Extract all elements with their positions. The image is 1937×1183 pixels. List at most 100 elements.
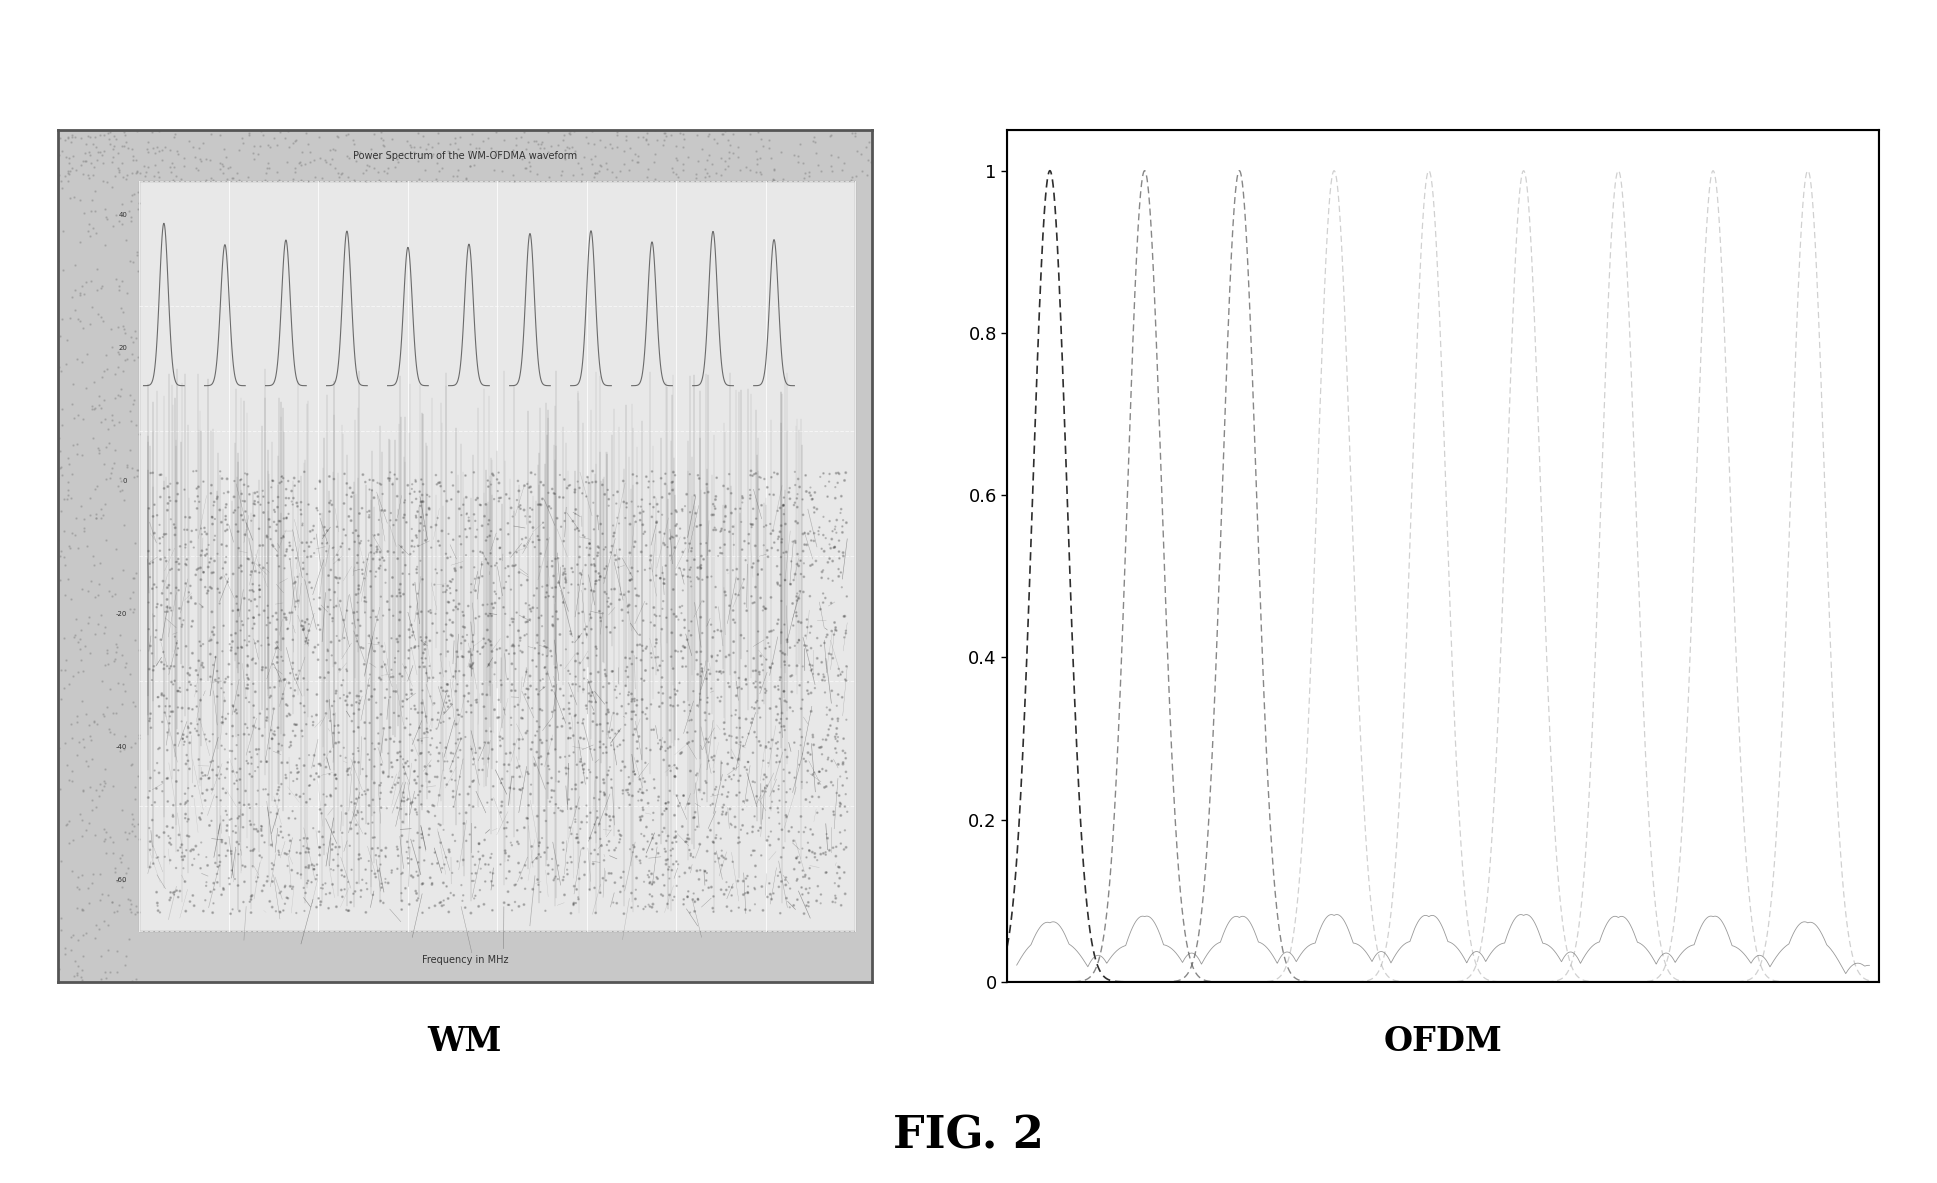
Point bbox=[606, 826, 637, 845]
Point bbox=[353, 155, 384, 174]
Point bbox=[657, 891, 688, 910]
Point bbox=[267, 526, 298, 545]
Point bbox=[354, 577, 385, 596]
Point bbox=[180, 681, 211, 700]
Point bbox=[320, 568, 351, 587]
Point bbox=[409, 635, 440, 654]
Point bbox=[395, 135, 426, 154]
Point bbox=[486, 671, 517, 690]
Point bbox=[639, 121, 670, 140]
Point bbox=[327, 685, 358, 704]
Point bbox=[428, 855, 459, 874]
Point bbox=[531, 530, 562, 549]
Point bbox=[755, 885, 786, 904]
Point bbox=[118, 602, 149, 621]
Point bbox=[447, 618, 478, 636]
Point bbox=[436, 463, 467, 481]
Point bbox=[682, 890, 713, 909]
Point bbox=[829, 154, 860, 173]
Point bbox=[515, 666, 546, 685]
Point bbox=[484, 489, 515, 508]
Point bbox=[411, 719, 442, 738]
Point bbox=[93, 130, 124, 149]
Point bbox=[738, 817, 769, 836]
Point bbox=[395, 849, 426, 868]
Point bbox=[444, 595, 475, 614]
Point bbox=[331, 804, 362, 823]
Point bbox=[221, 645, 252, 664]
Point bbox=[740, 894, 771, 913]
Point bbox=[566, 750, 597, 769]
Point bbox=[568, 763, 599, 782]
Point bbox=[477, 900, 507, 919]
Point bbox=[107, 674, 138, 693]
Point bbox=[752, 681, 783, 700]
Point bbox=[810, 842, 841, 861]
Point bbox=[645, 468, 676, 487]
Point bbox=[422, 154, 453, 173]
Point bbox=[752, 830, 783, 849]
Point bbox=[271, 509, 302, 528]
Point bbox=[134, 593, 165, 612]
Point bbox=[384, 743, 415, 762]
Point bbox=[639, 873, 670, 892]
Point bbox=[531, 583, 562, 602]
Point bbox=[211, 169, 242, 188]
Point bbox=[163, 639, 194, 658]
Point bbox=[552, 479, 583, 498]
Point bbox=[812, 705, 843, 724]
Point bbox=[349, 713, 380, 732]
Point bbox=[680, 820, 711, 839]
Point bbox=[234, 799, 265, 817]
Point bbox=[806, 568, 837, 587]
Point bbox=[213, 573, 244, 592]
Point bbox=[134, 858, 165, 877]
Point bbox=[265, 647, 296, 666]
Point bbox=[628, 641, 659, 660]
Point bbox=[374, 148, 405, 167]
Point bbox=[397, 832, 428, 851]
Point bbox=[794, 587, 825, 606]
Point bbox=[688, 550, 719, 569]
Point bbox=[397, 575, 428, 594]
Point bbox=[76, 146, 107, 164]
Point bbox=[93, 940, 124, 959]
Point bbox=[211, 506, 242, 525]
Point bbox=[261, 639, 292, 658]
Point bbox=[221, 515, 252, 534]
Point bbox=[622, 868, 653, 887]
Point bbox=[153, 494, 184, 513]
Point bbox=[808, 464, 839, 483]
Point bbox=[680, 486, 711, 505]
Point bbox=[535, 759, 566, 778]
Point bbox=[271, 769, 302, 788]
Point bbox=[77, 190, 108, 209]
Point bbox=[360, 149, 391, 168]
Point bbox=[707, 841, 738, 860]
Point bbox=[343, 693, 374, 712]
Point bbox=[637, 840, 668, 859]
Point bbox=[163, 144, 194, 163]
Point bbox=[575, 555, 606, 574]
Point bbox=[170, 538, 201, 557]
Point bbox=[420, 719, 451, 738]
Point bbox=[724, 160, 755, 179]
Point bbox=[577, 121, 608, 140]
Point bbox=[784, 582, 815, 601]
Point bbox=[517, 880, 548, 899]
Point bbox=[261, 784, 292, 803]
Point bbox=[76, 272, 107, 291]
Point bbox=[234, 693, 265, 712]
Point bbox=[523, 836, 554, 855]
Point bbox=[159, 885, 190, 904]
Point bbox=[589, 583, 620, 602]
Point bbox=[759, 464, 790, 483]
Point bbox=[155, 159, 186, 177]
Point bbox=[593, 593, 624, 612]
Point bbox=[407, 631, 438, 649]
Point bbox=[95, 464, 126, 483]
Point bbox=[265, 472, 296, 491]
Point bbox=[606, 752, 637, 771]
Point bbox=[409, 644, 440, 662]
Point bbox=[182, 161, 213, 180]
